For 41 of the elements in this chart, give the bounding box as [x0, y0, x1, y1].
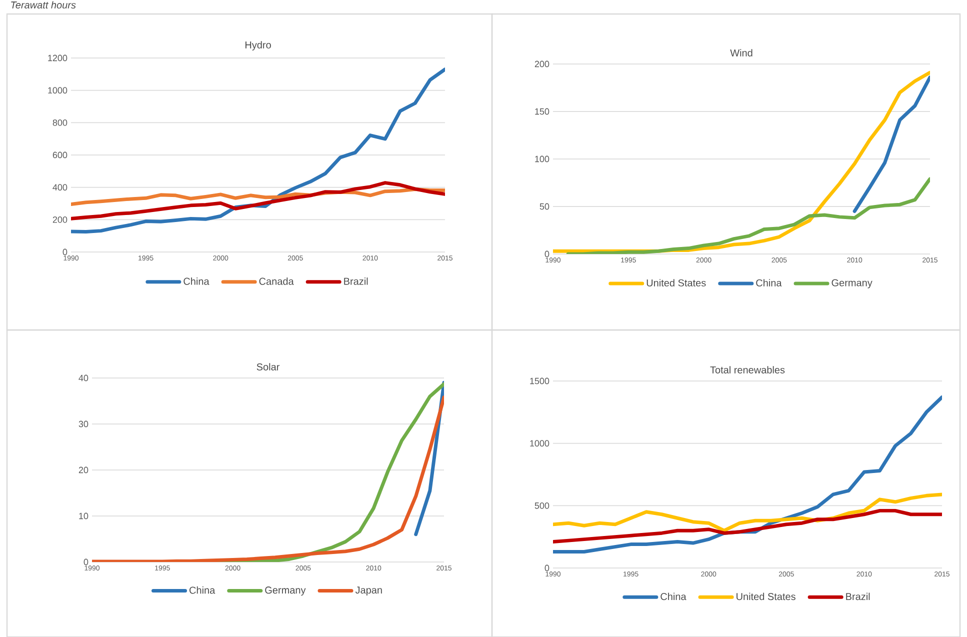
- legend-label: Brazil: [344, 278, 368, 285]
- legend-label: Germany: [265, 586, 306, 596]
- y-tick-label: 600: [52, 152, 68, 158]
- legend-label: China: [184, 278, 210, 285]
- y-tick-label: 0: [544, 250, 550, 258]
- legend-label: United States: [646, 279, 706, 286]
- y-tick-label: 0: [62, 248, 68, 256]
- y-tick-label: 20: [78, 466, 88, 474]
- y-tick-label: 1000: [530, 440, 550, 447]
- legend-label: China: [660, 592, 686, 600]
- text: Terawatt hours: [11, 1, 76, 9]
- line-series: [566, 177, 930, 254]
- chart-title: Hydro: [245, 41, 271, 50]
- y-tick-label: 0: [544, 564, 550, 572]
- y-tick-label: 30: [78, 420, 88, 428]
- y-tick-label: 1500: [530, 378, 550, 384]
- legend-label: Germany: [832, 279, 872, 288]
- y-tick-label: 40: [78, 374, 88, 382]
- y-tick-label: 800: [52, 119, 68, 126]
- legend-label: Japan: [355, 586, 382, 596]
- y-tick-label: 200: [534, 60, 550, 68]
- legend-label: Canada: [259, 278, 294, 285]
- chart-title: Solar: [256, 363, 280, 370]
- y-tick-label: 0: [84, 558, 88, 566]
- y-tick-label: 1200: [48, 54, 68, 62]
- y-tick-label: 200: [52, 216, 68, 223]
- legend-label: United States: [736, 592, 796, 600]
- y-tick-label: 100: [535, 156, 550, 162]
- y-tick-label: 1000: [48, 87, 68, 94]
- line-series: [852, 76, 930, 213]
- line-series: [553, 492, 942, 532]
- y-tick-label: 50: [540, 203, 550, 210]
- y-tick-label: 500: [534, 502, 550, 509]
- legend-label: China: [190, 586, 216, 594]
- y-tick-label: 400: [52, 184, 68, 191]
- legend-label: China: [756, 279, 782, 286]
- y-tick-label: 10: [79, 512, 88, 520]
- chart-title: Total renewables: [710, 366, 785, 374]
- legend-label: Brazil: [846, 592, 870, 600]
- y-tick-label: 150: [535, 108, 550, 115]
- chart-title: Wind: [730, 49, 752, 56]
